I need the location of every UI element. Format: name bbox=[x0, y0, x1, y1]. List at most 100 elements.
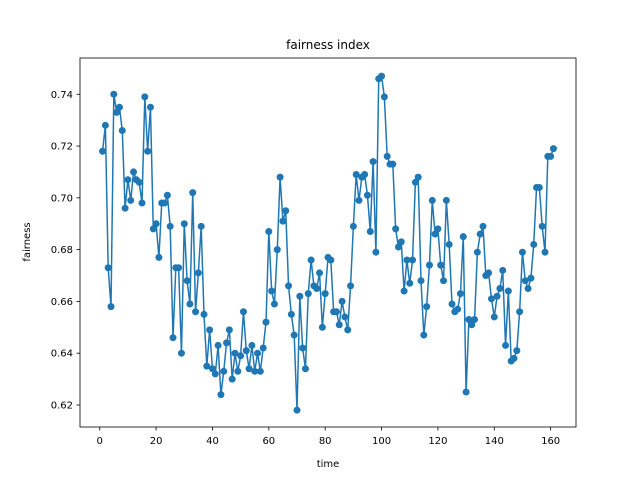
marker bbox=[163, 191, 171, 199]
marker bbox=[400, 287, 408, 295]
marker bbox=[211, 370, 219, 378]
x-tick-label: 60 bbox=[262, 436, 275, 447]
marker bbox=[465, 316, 473, 324]
marker bbox=[487, 295, 495, 303]
marker bbox=[313, 284, 321, 292]
marker bbox=[417, 277, 425, 285]
marker bbox=[524, 284, 532, 292]
marker bbox=[113, 108, 121, 116]
marker bbox=[321, 290, 329, 298]
marker bbox=[485, 269, 493, 277]
x-tick-label: 80 bbox=[319, 436, 332, 447]
marker bbox=[279, 217, 287, 225]
marker bbox=[332, 308, 340, 316]
marker bbox=[225, 326, 233, 334]
x-tick-label: 40 bbox=[206, 436, 219, 447]
marker bbox=[392, 225, 400, 233]
marker bbox=[200, 310, 208, 318]
marker bbox=[223, 339, 231, 347]
marker bbox=[270, 300, 278, 308]
marker bbox=[389, 160, 397, 168]
x-tick-label: 160 bbox=[541, 436, 560, 447]
marker bbox=[197, 222, 205, 230]
marker bbox=[423, 303, 431, 311]
marker bbox=[293, 406, 301, 414]
marker bbox=[175, 264, 183, 272]
marker bbox=[180, 220, 188, 228]
marker bbox=[527, 274, 535, 282]
marker bbox=[127, 196, 135, 204]
y-tick-label: 0.66 bbox=[51, 297, 73, 308]
marker bbox=[149, 225, 157, 233]
marker bbox=[135, 178, 143, 186]
marker bbox=[228, 375, 236, 383]
y-tick-label: 0.62 bbox=[51, 400, 73, 411]
marker bbox=[138, 199, 146, 207]
marker bbox=[203, 362, 211, 370]
marker bbox=[161, 199, 169, 207]
y-tick-label: 0.64 bbox=[51, 349, 73, 360]
marker bbox=[242, 347, 250, 355]
marker bbox=[169, 334, 177, 342]
marker bbox=[535, 183, 543, 191]
marker bbox=[282, 207, 290, 215]
marker bbox=[217, 391, 225, 399]
marker bbox=[239, 308, 247, 316]
marker bbox=[518, 248, 526, 256]
marker bbox=[349, 222, 357, 230]
marker bbox=[301, 365, 309, 373]
marker bbox=[276, 173, 284, 181]
y-tick-label: 0.74 bbox=[51, 90, 73, 101]
marker bbox=[538, 222, 546, 230]
marker bbox=[369, 158, 377, 166]
marker bbox=[341, 313, 349, 321]
x-tick-label: 140 bbox=[485, 436, 504, 447]
marker bbox=[541, 248, 549, 256]
marker bbox=[107, 303, 115, 311]
marker bbox=[152, 220, 160, 228]
marker bbox=[547, 152, 555, 160]
y-tick-label: 0.72 bbox=[51, 142, 73, 153]
x-tick-label: 20 bbox=[150, 436, 163, 447]
marker bbox=[344, 326, 352, 334]
marker bbox=[177, 349, 185, 357]
marker bbox=[130, 168, 138, 176]
marker bbox=[378, 72, 386, 80]
marker bbox=[352, 171, 360, 179]
marker bbox=[296, 292, 304, 300]
marker bbox=[468, 321, 476, 329]
marker bbox=[456, 290, 464, 298]
marker bbox=[440, 277, 448, 285]
marker bbox=[307, 256, 315, 264]
marker bbox=[234, 367, 242, 375]
marker bbox=[327, 256, 335, 264]
marker bbox=[251, 367, 259, 375]
marker bbox=[397, 238, 405, 246]
marker bbox=[363, 191, 371, 199]
marker bbox=[366, 227, 374, 235]
marker bbox=[428, 196, 436, 204]
marker bbox=[287, 310, 295, 318]
marker bbox=[189, 189, 197, 197]
marker bbox=[121, 204, 129, 212]
marker bbox=[425, 261, 433, 269]
marker bbox=[462, 388, 470, 396]
marker bbox=[183, 277, 191, 285]
marker bbox=[220, 367, 228, 375]
marker bbox=[471, 316, 479, 324]
marker bbox=[530, 240, 538, 248]
marker bbox=[316, 269, 324, 277]
marker bbox=[454, 305, 462, 313]
marker bbox=[476, 230, 484, 238]
marker bbox=[510, 354, 518, 362]
marker bbox=[380, 93, 388, 101]
marker bbox=[214, 341, 222, 349]
marker bbox=[118, 127, 126, 135]
x-tick-label: 100 bbox=[372, 436, 391, 447]
marker bbox=[248, 341, 256, 349]
marker bbox=[420, 331, 428, 339]
marker bbox=[104, 264, 112, 272]
marker bbox=[437, 261, 445, 269]
marker bbox=[166, 222, 174, 230]
marker bbox=[141, 93, 149, 101]
